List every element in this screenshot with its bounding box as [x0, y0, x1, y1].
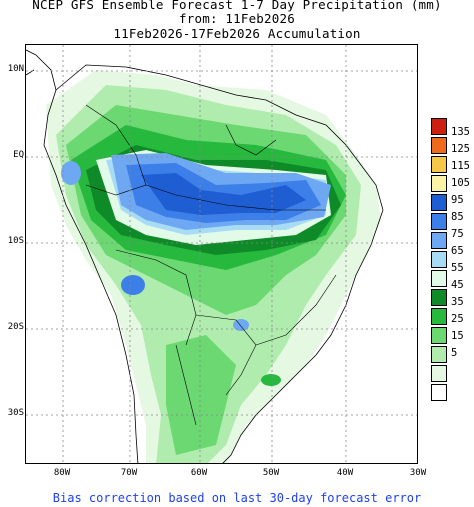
legend-label: 35	[451, 296, 464, 308]
legend-swatch	[431, 384, 447, 401]
legend-swatch	[431, 327, 447, 344]
border-1	[85, 104, 147, 196]
legend-label: 135	[451, 126, 470, 138]
legend-label: 105	[451, 177, 470, 189]
legend-label: 45	[451, 279, 464, 291]
lon-label-40w: 40W	[336, 468, 354, 478]
lat-label-eq: EQ	[13, 150, 24, 160]
lat-label-30s: 30S	[7, 408, 24, 418]
precip-field	[46, 70, 381, 463]
map-svg	[26, 45, 417, 463]
legend-swatch	[431, 270, 447, 287]
precip-blob-coast	[261, 374, 281, 386]
legend-swatch	[431, 156, 447, 173]
legend-label: 65	[451, 245, 464, 257]
border-3	[115, 249, 197, 346]
legend-swatch	[431, 118, 447, 135]
lon-label-50w: 50W	[262, 468, 280, 478]
precip-95	[141, 173, 306, 215]
title-line-1: NCEP GFS Ensemble Forecast 1-7 Day Preci…	[32, 0, 442, 12]
legend-swatch	[431, 308, 447, 325]
legend-swatch	[431, 251, 447, 268]
legend-swatch	[431, 137, 447, 154]
lon-label-80w: 80W	[53, 468, 71, 478]
precip-blob-west	[121, 275, 145, 295]
legend-label: 115	[451, 160, 470, 172]
legend-label: 125	[451, 143, 470, 155]
coastlines	[26, 49, 384, 463]
legend-swatch	[431, 289, 447, 306]
lon-label-60w: 60W	[190, 468, 208, 478]
bias-correction-note: Bias correction based on last 30-day for…	[52, 491, 422, 505]
border-7	[255, 274, 337, 346]
legend-label: 5	[451, 347, 458, 359]
lat-label-10s: 10S	[7, 236, 24, 246]
legend-label: 75	[451, 228, 464, 240]
legend-label: 95	[451, 194, 464, 206]
legend-label: 25	[451, 313, 464, 325]
legend-label: 85	[451, 211, 464, 223]
legend-label: 15	[451, 330, 464, 342]
precip-blob-central	[233, 319, 249, 331]
coastline-east	[222, 209, 384, 463]
legend-swatch	[431, 213, 447, 230]
legend-swatch	[431, 365, 447, 382]
country-borders	[85, 104, 337, 426]
legend-swatch	[431, 232, 447, 249]
precip-25-south	[166, 335, 236, 455]
title-line-2: from: 11Feb2026	[179, 11, 295, 26]
lat-label-20s: 20S	[7, 322, 24, 332]
grid-lines	[26, 45, 417, 463]
legend-swatch	[431, 194, 447, 211]
legend-swatch	[431, 346, 447, 363]
lon-label-30w: 30W	[409, 468, 427, 478]
border-2	[145, 184, 326, 211]
lat-label-10n: 10N	[7, 64, 24, 74]
lon-label-70w: 70W	[120, 468, 138, 478]
precipitation-map	[25, 44, 418, 464]
coastline-west	[35, 54, 139, 463]
color-legend: 135 125 115 105 95 85 75 65 55 45 35 25 15 5	[431, 118, 470, 403]
border-5	[175, 344, 197, 426]
coastline-north	[55, 64, 384, 211]
legend-swatch	[431, 175, 447, 192]
precip-blob-nw	[61, 161, 81, 185]
title-line-3: 11Feb2026-17Feb2026 Accumulation	[113, 26, 361, 41]
legend-label: 55	[451, 262, 464, 274]
border-6	[225, 124, 277, 156]
